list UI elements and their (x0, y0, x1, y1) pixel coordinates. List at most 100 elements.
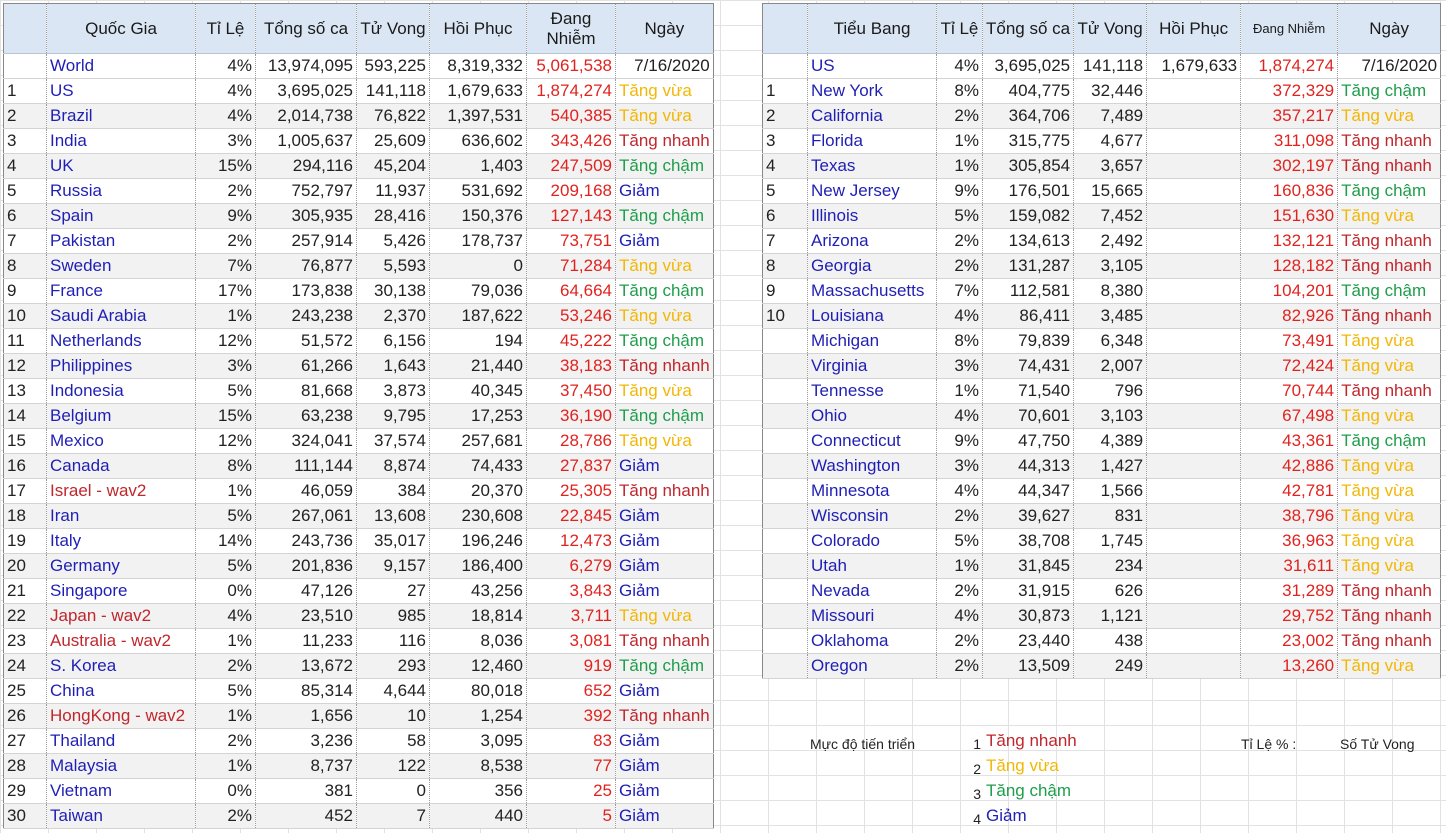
active-cell[interactable]: 28,786 (526, 428, 616, 454)
rank-cell[interactable]: 7 (3, 228, 47, 254)
state-header-rank[interactable] (762, 3, 808, 54)
deaths-cell[interactable]: 8,380 (1073, 278, 1148, 304)
rank-cell[interactable]: 20 (3, 553, 47, 579)
rank-cell[interactable] (762, 453, 808, 479)
deaths-cell[interactable]: 438 (1073, 628, 1148, 654)
country-name-cell[interactable]: Belgium (46, 403, 196, 429)
rate-cell[interactable]: 1% (936, 153, 983, 179)
trend-cell[interactable]: Tăng vừa (1337, 503, 1442, 529)
state-name-cell[interactable]: Connecticut (807, 428, 937, 454)
active-cell[interactable]: 25 (526, 778, 616, 804)
trend-cell[interactable]: Giảm (615, 778, 714, 804)
deaths-cell[interactable]: 27 (356, 578, 430, 604)
active-cell[interactable]: 1,874,274 (526, 78, 616, 104)
active-cell[interactable]: 64,664 (526, 278, 616, 304)
rate-cell[interactable]: 5% (936, 203, 983, 229)
country-name-cell[interactable]: Brazil (46, 103, 196, 129)
recovered-cell[interactable] (1146, 503, 1242, 529)
rate-cell[interactable]: 1% (936, 553, 983, 579)
deaths-cell[interactable]: 1,427 (1073, 453, 1148, 479)
country-name-cell[interactable]: Saudi Arabia (46, 303, 196, 329)
active-cell[interactable]: 43,361 (1240, 428, 1339, 454)
rank-cell[interactable]: 8 (3, 253, 47, 279)
state-header-total[interactable]: Tổng số ca (982, 3, 1075, 54)
legend-number[interactable]: 2 (973, 761, 981, 777)
trend-cell[interactable]: Tăng nhanh (1337, 228, 1442, 254)
recovered-cell[interactable] (1146, 178, 1242, 204)
deaths-cell[interactable]: 122 (356, 753, 430, 779)
world-name-cell[interactable]: World (46, 53, 196, 79)
rank-cell[interactable]: 18 (3, 503, 47, 529)
rate-cell[interactable]: 0% (195, 778, 256, 804)
total-cell[interactable]: 61,266 (255, 353, 357, 379)
rank-cell[interactable]: 5 (762, 178, 808, 204)
legend-rate-label[interactable]: Tỉ Lệ % : (1241, 736, 1297, 752)
country-name-cell[interactable]: Netherlands (46, 328, 196, 354)
recovered-cell[interactable] (1146, 278, 1242, 304)
country-name-cell[interactable]: Iran (46, 503, 196, 529)
state-name-cell[interactable]: Oklahoma (807, 628, 937, 654)
country-name-cell[interactable]: US (46, 78, 196, 104)
state-header-recovered[interactable]: Hồi Phục (1146, 3, 1242, 54)
rank-cell[interactable] (762, 528, 808, 554)
rank-cell[interactable]: 9 (762, 278, 808, 304)
recovered-cell[interactable]: 196,246 (429, 528, 527, 554)
deaths-cell[interactable]: 2,370 (356, 303, 430, 329)
total-cell[interactable]: 46,059 (255, 478, 357, 504)
trend-cell[interactable]: Tăng vừa (1337, 453, 1442, 479)
state-name-cell[interactable]: California (807, 103, 937, 129)
country-header-name[interactable]: Quốc Gia (46, 3, 196, 54)
active-cell[interactable]: 31,611 (1240, 553, 1339, 579)
active-cell[interactable]: 209,168 (526, 178, 616, 204)
active-cell[interactable]: 392 (526, 703, 616, 729)
active-cell[interactable]: 5 (526, 803, 616, 829)
legend-label[interactable]: Tăng vừa (986, 756, 1059, 775)
total-cell[interactable]: 38,708 (982, 528, 1075, 554)
rate-cell[interactable]: 15% (195, 153, 256, 179)
rate-cell[interactable]: 2% (936, 253, 983, 279)
total-cell[interactable]: 76,877 (255, 253, 357, 279)
total-cell[interactable]: 324,041 (255, 428, 357, 454)
trend-cell[interactable]: Tăng vừa (1337, 103, 1442, 129)
world-deaths-cell[interactable]: 593,225 (356, 53, 430, 79)
total-cell[interactable]: 23,510 (255, 603, 357, 629)
recovered-cell[interactable] (1146, 653, 1242, 679)
us-rate-cell[interactable]: 4% (936, 53, 983, 79)
rank-cell[interactable]: 29 (3, 778, 47, 804)
active-cell[interactable]: 13,260 (1240, 653, 1339, 679)
trend-cell[interactable]: Tăng vừa (1337, 353, 1442, 379)
deaths-cell[interactable]: 1,745 (1073, 528, 1148, 554)
deaths-cell[interactable]: 6,156 (356, 328, 430, 354)
recovered-cell[interactable]: 12,460 (429, 653, 527, 679)
trend-cell[interactable]: Tăng vừa (1337, 403, 1442, 429)
rank-cell[interactable]: 3 (762, 128, 808, 154)
active-cell[interactable]: 343,426 (526, 128, 616, 154)
deaths-cell[interactable]: 76,822 (356, 103, 430, 129)
total-cell[interactable]: 243,238 (255, 303, 357, 329)
active-cell[interactable]: 77 (526, 753, 616, 779)
rate-cell[interactable]: 0% (195, 578, 256, 604)
total-cell[interactable]: 79,839 (982, 328, 1075, 354)
trend-cell[interactable]: Tăng nhanh (615, 703, 714, 729)
rank-cell[interactable]: 1 (3, 78, 47, 104)
total-cell[interactable]: 71,540 (982, 378, 1075, 404)
trend-cell[interactable]: Giảm (615, 453, 714, 479)
us-recovered-cell[interactable]: 1,679,633 (1146, 53, 1242, 79)
rank-cell[interactable]: 13 (3, 378, 47, 404)
deaths-cell[interactable]: 3,103 (1073, 403, 1148, 429)
country-header-recovered[interactable]: Hồi Phục (429, 3, 527, 54)
trend-cell[interactable]: Tăng nhanh (1337, 253, 1442, 279)
state-name-cell[interactable]: Colorado (807, 528, 937, 554)
state-name-cell[interactable]: Washington (807, 453, 937, 479)
trend-cell[interactable]: Tăng vừa (615, 253, 714, 279)
deaths-cell[interactable]: 4,644 (356, 678, 430, 704)
rate-cell[interactable]: 1% (195, 628, 256, 654)
rank-cell[interactable] (762, 378, 808, 404)
rank-cell[interactable]: 6 (3, 203, 47, 229)
recovered-cell[interactable]: 186,400 (429, 553, 527, 579)
rate-cell[interactable]: 3% (936, 353, 983, 379)
rate-cell[interactable]: 2% (195, 228, 256, 254)
legend-number[interactable]: 3 (973, 786, 981, 802)
deaths-cell[interactable]: 3,105 (1073, 253, 1148, 279)
rank-cell[interactable]: 3 (3, 128, 47, 154)
